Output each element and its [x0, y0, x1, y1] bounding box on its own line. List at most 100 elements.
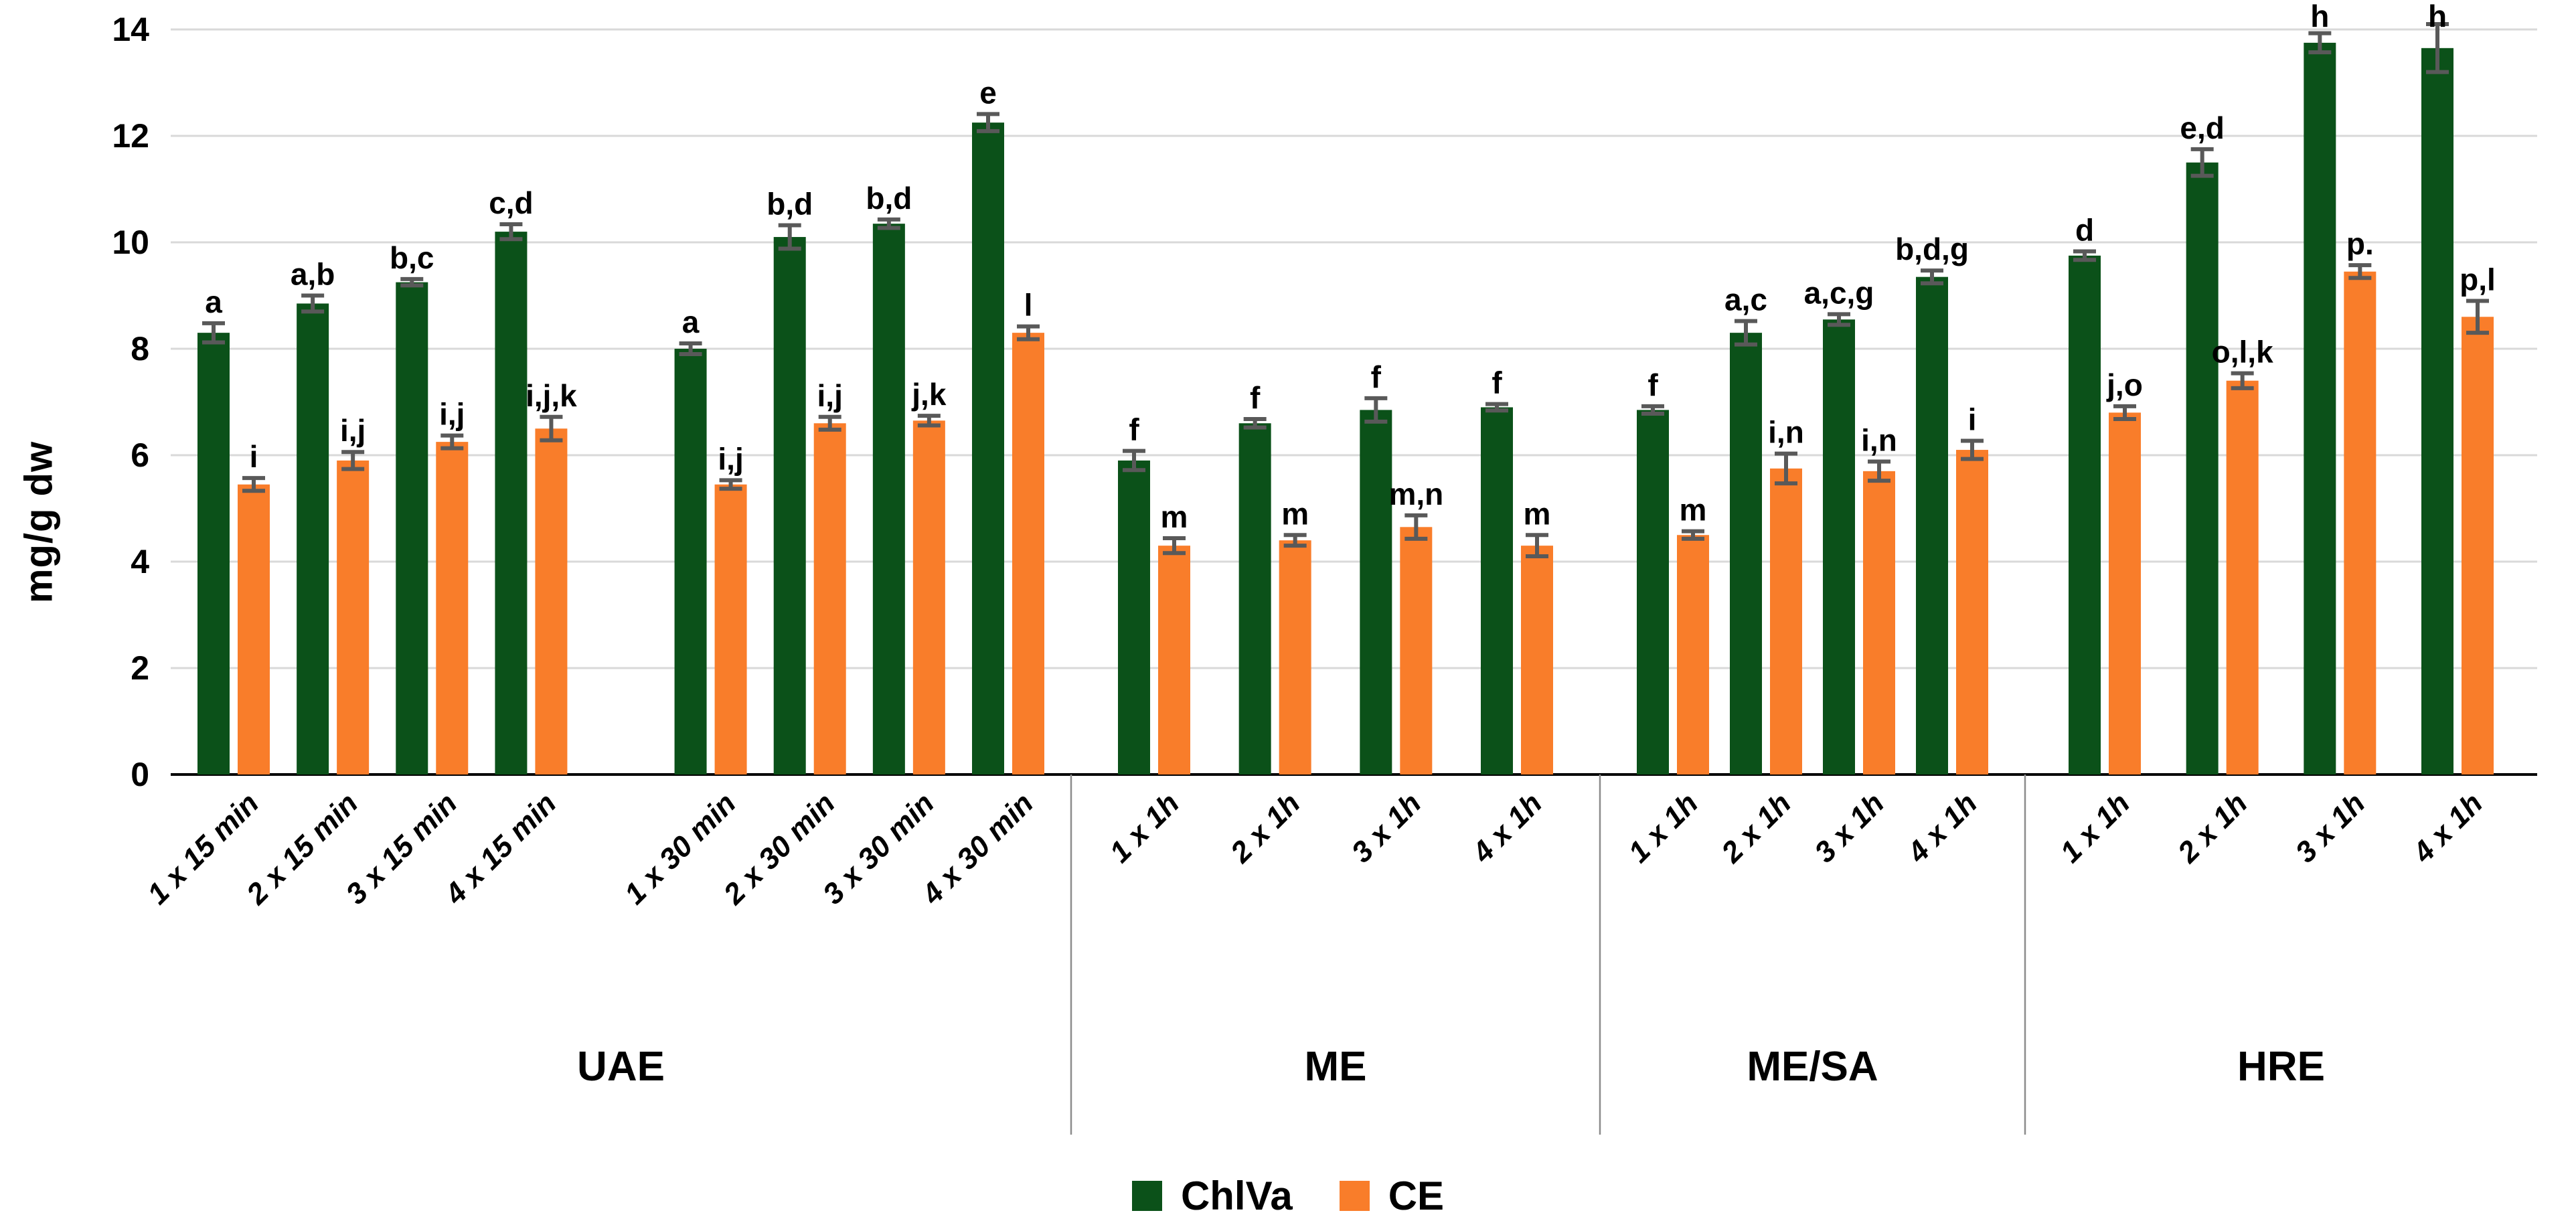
- significance-label: i: [1968, 402, 1977, 437]
- y-tick-label: 2: [131, 649, 149, 687]
- bar-ce: [436, 442, 469, 774]
- significance-label: h: [2428, 0, 2447, 33]
- significance-label: b,d: [866, 181, 912, 216]
- legend-swatch-ce: [1339, 1180, 1370, 1211]
- x-tick-label: 2 x 1h: [1224, 787, 1307, 870]
- significance-label: c,d: [489, 185, 533, 220]
- bar-chlva: [2304, 42, 2336, 774]
- legend-label-chlva: ChlVa: [1180, 1173, 1293, 1218]
- bar-ce: [1012, 333, 1044, 774]
- bar-chlva: [1360, 410, 1392, 774]
- significance-label: a,c,g: [1804, 275, 1874, 310]
- y-tick-label: 12: [112, 117, 149, 155]
- significance-label: i,j: [439, 397, 465, 432]
- significance-label: f: [1492, 365, 1502, 400]
- bar-chlva: [972, 122, 1004, 774]
- bar-ce: [912, 420, 945, 774]
- significance-label: b,d: [767, 187, 813, 222]
- x-tick-label: 1 x 1h: [1103, 787, 1186, 869]
- bar-ce: [1521, 546, 1553, 774]
- legend-swatch-chlva: [1131, 1180, 1162, 1211]
- bar-ce: [238, 484, 270, 774]
- significance-label: m: [1524, 496, 1551, 531]
- significance-label: p.: [2346, 226, 2374, 261]
- bar-ce: [1279, 540, 1311, 774]
- significance-label: b,d,g: [1895, 232, 1969, 266]
- y-axis-title: mg/g dw: [17, 440, 61, 604]
- significance-label: f: [1129, 412, 1139, 447]
- x-tick-label: 2 x 1h: [2171, 787, 2254, 870]
- y-tick-label: 6: [131, 436, 149, 474]
- group-label-me: ME: [1304, 1043, 1367, 1090]
- significance-label: m: [1281, 496, 1309, 531]
- significance-label: m: [1680, 493, 1707, 527]
- bar-ce: [714, 484, 747, 774]
- significance-label: p,l: [2460, 262, 2496, 297]
- significance-label: d: [2075, 213, 2094, 248]
- significance-label: a,c: [1724, 282, 1767, 317]
- y-tick-label: 10: [112, 224, 149, 261]
- bar-chlva: [1637, 410, 1669, 774]
- bar-chlva: [495, 232, 528, 775]
- significance-label: f: [1250, 380, 1261, 415]
- significance-label: j,o: [2106, 368, 2143, 402]
- significance-label: j,k: [911, 377, 947, 412]
- bar-ce: [1677, 535, 1709, 774]
- bar-chlva: [396, 282, 428, 774]
- significance-label: i,n: [1861, 423, 1897, 458]
- significance-label: e: [979, 75, 997, 110]
- group-label-mesa: ME/SA: [1747, 1043, 1878, 1090]
- significance-label: h: [2310, 0, 2329, 33]
- bar-ce: [1770, 468, 1802, 774]
- x-tick-label: 4 x 1h: [2407, 787, 2490, 870]
- x-tick-label: 3 x 1h: [2289, 787, 2372, 869]
- significance-label: f: [1371, 359, 1382, 394]
- significance-label: m,n: [1388, 477, 1443, 511]
- bar-chlva: [1118, 460, 1150, 774]
- legend-label-ce: CE: [1388, 1173, 1445, 1218]
- bar-chlva: [197, 333, 230, 774]
- legend: ChlVa CE: [0, 1166, 2576, 1225]
- bar-chlva: [2186, 162, 2219, 774]
- bar-chlva: [1916, 276, 1948, 774]
- bar-chlva: [1823, 319, 1855, 774]
- legend-item-ce: CE: [1339, 1173, 1445, 1219]
- significance-label: a: [205, 284, 222, 319]
- significance-label: i,j: [718, 441, 743, 476]
- legend-item-chlva: ChlVa: [1131, 1173, 1293, 1219]
- significance-label: i: [250, 439, 258, 474]
- bar-chlva: [2421, 48, 2453, 775]
- x-tick-label: 2 x 1h: [1715, 787, 1798, 870]
- y-tick-label: 4: [131, 543, 149, 580]
- bar-chlva: [1238, 423, 1271, 774]
- significance-label: f: [1647, 368, 1658, 402]
- bar-ce: [2109, 412, 2141, 774]
- x-tick-label: 1 x 1h: [2054, 787, 2136, 869]
- x-tick-label: 3 x 1h: [1808, 787, 1890, 869]
- significance-label: e,d: [2180, 110, 2224, 145]
- bar-chlva: [773, 237, 806, 774]
- bar-chlva: [2069, 255, 2101, 774]
- bar-chlva: [1481, 407, 1513, 774]
- group-label-uae: UAE: [577, 1043, 665, 1090]
- significance-label: i,n: [1768, 415, 1804, 450]
- x-tick-label: 4 x 1h: [1901, 787, 1984, 870]
- y-tick-label: 0: [131, 756, 149, 793]
- y-tick-label: 14: [112, 11, 149, 48]
- bar-ce: [813, 423, 846, 774]
- bar-ce: [337, 460, 370, 774]
- x-tick-label: 4 x 1h: [1466, 787, 1549, 870]
- y-tick-label: 8: [131, 330, 149, 368]
- x-tick-label: 3 x 1h: [1346, 787, 1428, 869]
- bar-chlva: [674, 349, 707, 774]
- bar-ce: [1400, 527, 1433, 774]
- bar-ce: [1956, 450, 1988, 774]
- bar-ce: [535, 428, 568, 774]
- significance-label: o,l,k: [2212, 335, 2273, 370]
- bar-chlva: [297, 303, 329, 774]
- significance-label: i,j: [817, 378, 843, 413]
- significance-label: l: [1024, 288, 1033, 323]
- significance-label: a,b: [291, 257, 335, 292]
